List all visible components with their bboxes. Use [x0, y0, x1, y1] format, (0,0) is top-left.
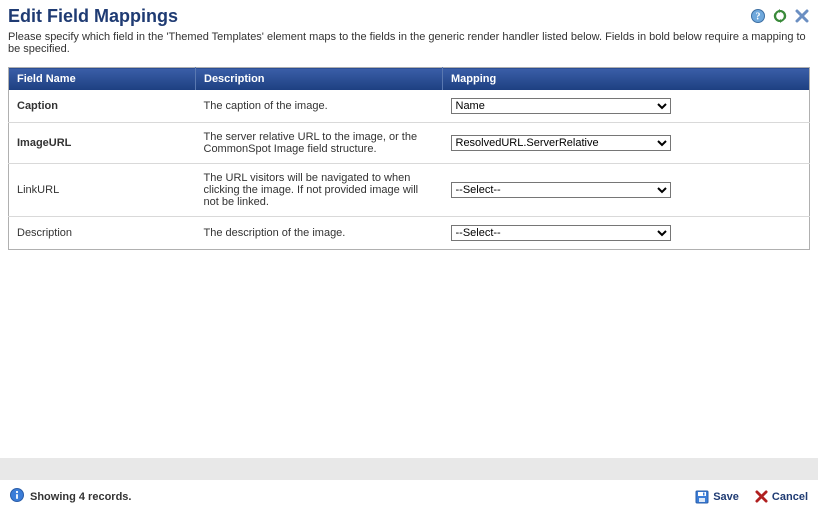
- field-description-cell: The URL visitors will be navigated to wh…: [196, 164, 443, 217]
- refresh-icon[interactable]: [772, 8, 788, 24]
- mapping-select[interactable]: --Select--NameResolvedURL.ServerRelative: [451, 182, 671, 198]
- svg-text:?: ?: [756, 12, 761, 23]
- info-icon: [10, 488, 24, 505]
- save-button[interactable]: Save: [695, 490, 739, 504]
- mapping-select[interactable]: --Select--NameResolvedURL.ServerRelative: [451, 135, 671, 151]
- page-title: Edit Field Mappings: [8, 6, 178, 27]
- field-name-cell: LinkURL: [9, 164, 196, 217]
- field-mapping-cell: --Select--NameResolvedURL.ServerRelative: [443, 123, 810, 164]
- top-icon-bar: ?: [750, 6, 810, 24]
- footer-left: Showing 4 records.: [10, 488, 131, 505]
- cancel-button[interactable]: Cancel: [755, 490, 808, 504]
- field-description-cell: The description of the image.: [196, 217, 443, 250]
- field-mapping-cell: --Select--NameResolvedURL.ServerRelative: [443, 217, 810, 250]
- table-row: DescriptionThe description of the image.…: [9, 217, 810, 250]
- field-mapping-cell: --Select--NameResolvedURL.ServerRelative: [443, 164, 810, 217]
- gray-bar: [0, 458, 818, 480]
- mapping-table: Field Name Description Mapping CaptionTh…: [8, 67, 810, 250]
- field-name-cell: Description: [9, 217, 196, 250]
- field-description-cell: The server relative URL to the image, or…: [196, 123, 443, 164]
- cancel-icon: [755, 490, 768, 503]
- instructions-text: Please specify which field in the 'Theme…: [8, 31, 810, 55]
- table-header-row: Field Name Description Mapping: [9, 68, 810, 91]
- mapping-select[interactable]: --Select--NameResolvedURL.ServerRelative: [451, 225, 671, 241]
- col-header-mapping: Mapping: [443, 68, 810, 91]
- footer-buttons: Save Cancel: [695, 490, 808, 504]
- page-container: Edit Field Mappings ?: [0, 0, 818, 515]
- cancel-button-label: Cancel: [772, 491, 808, 503]
- save-icon: [695, 490, 709, 504]
- field-mapping-cell: --Select--NameResolvedURL.ServerRelative: [443, 90, 810, 123]
- help-icon[interactable]: ?: [750, 8, 766, 24]
- footer: Showing 4 records. Save: [0, 480, 818, 515]
- field-name-cell: Caption: [9, 90, 196, 123]
- table-row: ImageURLThe server relative URL to the i…: [9, 123, 810, 164]
- field-description-cell: The caption of the image.: [196, 90, 443, 123]
- header-row: Edit Field Mappings ?: [8, 6, 810, 29]
- table-row: CaptionThe caption of the image. --Select…: [9, 90, 810, 123]
- table-body: CaptionThe caption of the image. --Select…: [9, 90, 810, 250]
- close-icon[interactable]: [794, 8, 810, 24]
- field-name-cell: ImageURL: [9, 123, 196, 164]
- save-button-label: Save: [713, 491, 739, 503]
- bottom-area: Showing 4 records. Save: [0, 458, 818, 515]
- records-text: Showing 4 records.: [30, 491, 131, 503]
- mapping-select[interactable]: --Select--NameResolvedURL.ServerRelative: [451, 98, 671, 114]
- table-row: LinkURLThe URL visitors will be navigate…: [9, 164, 810, 217]
- col-header-field-name: Field Name: [9, 68, 196, 91]
- col-header-description: Description: [196, 68, 443, 91]
